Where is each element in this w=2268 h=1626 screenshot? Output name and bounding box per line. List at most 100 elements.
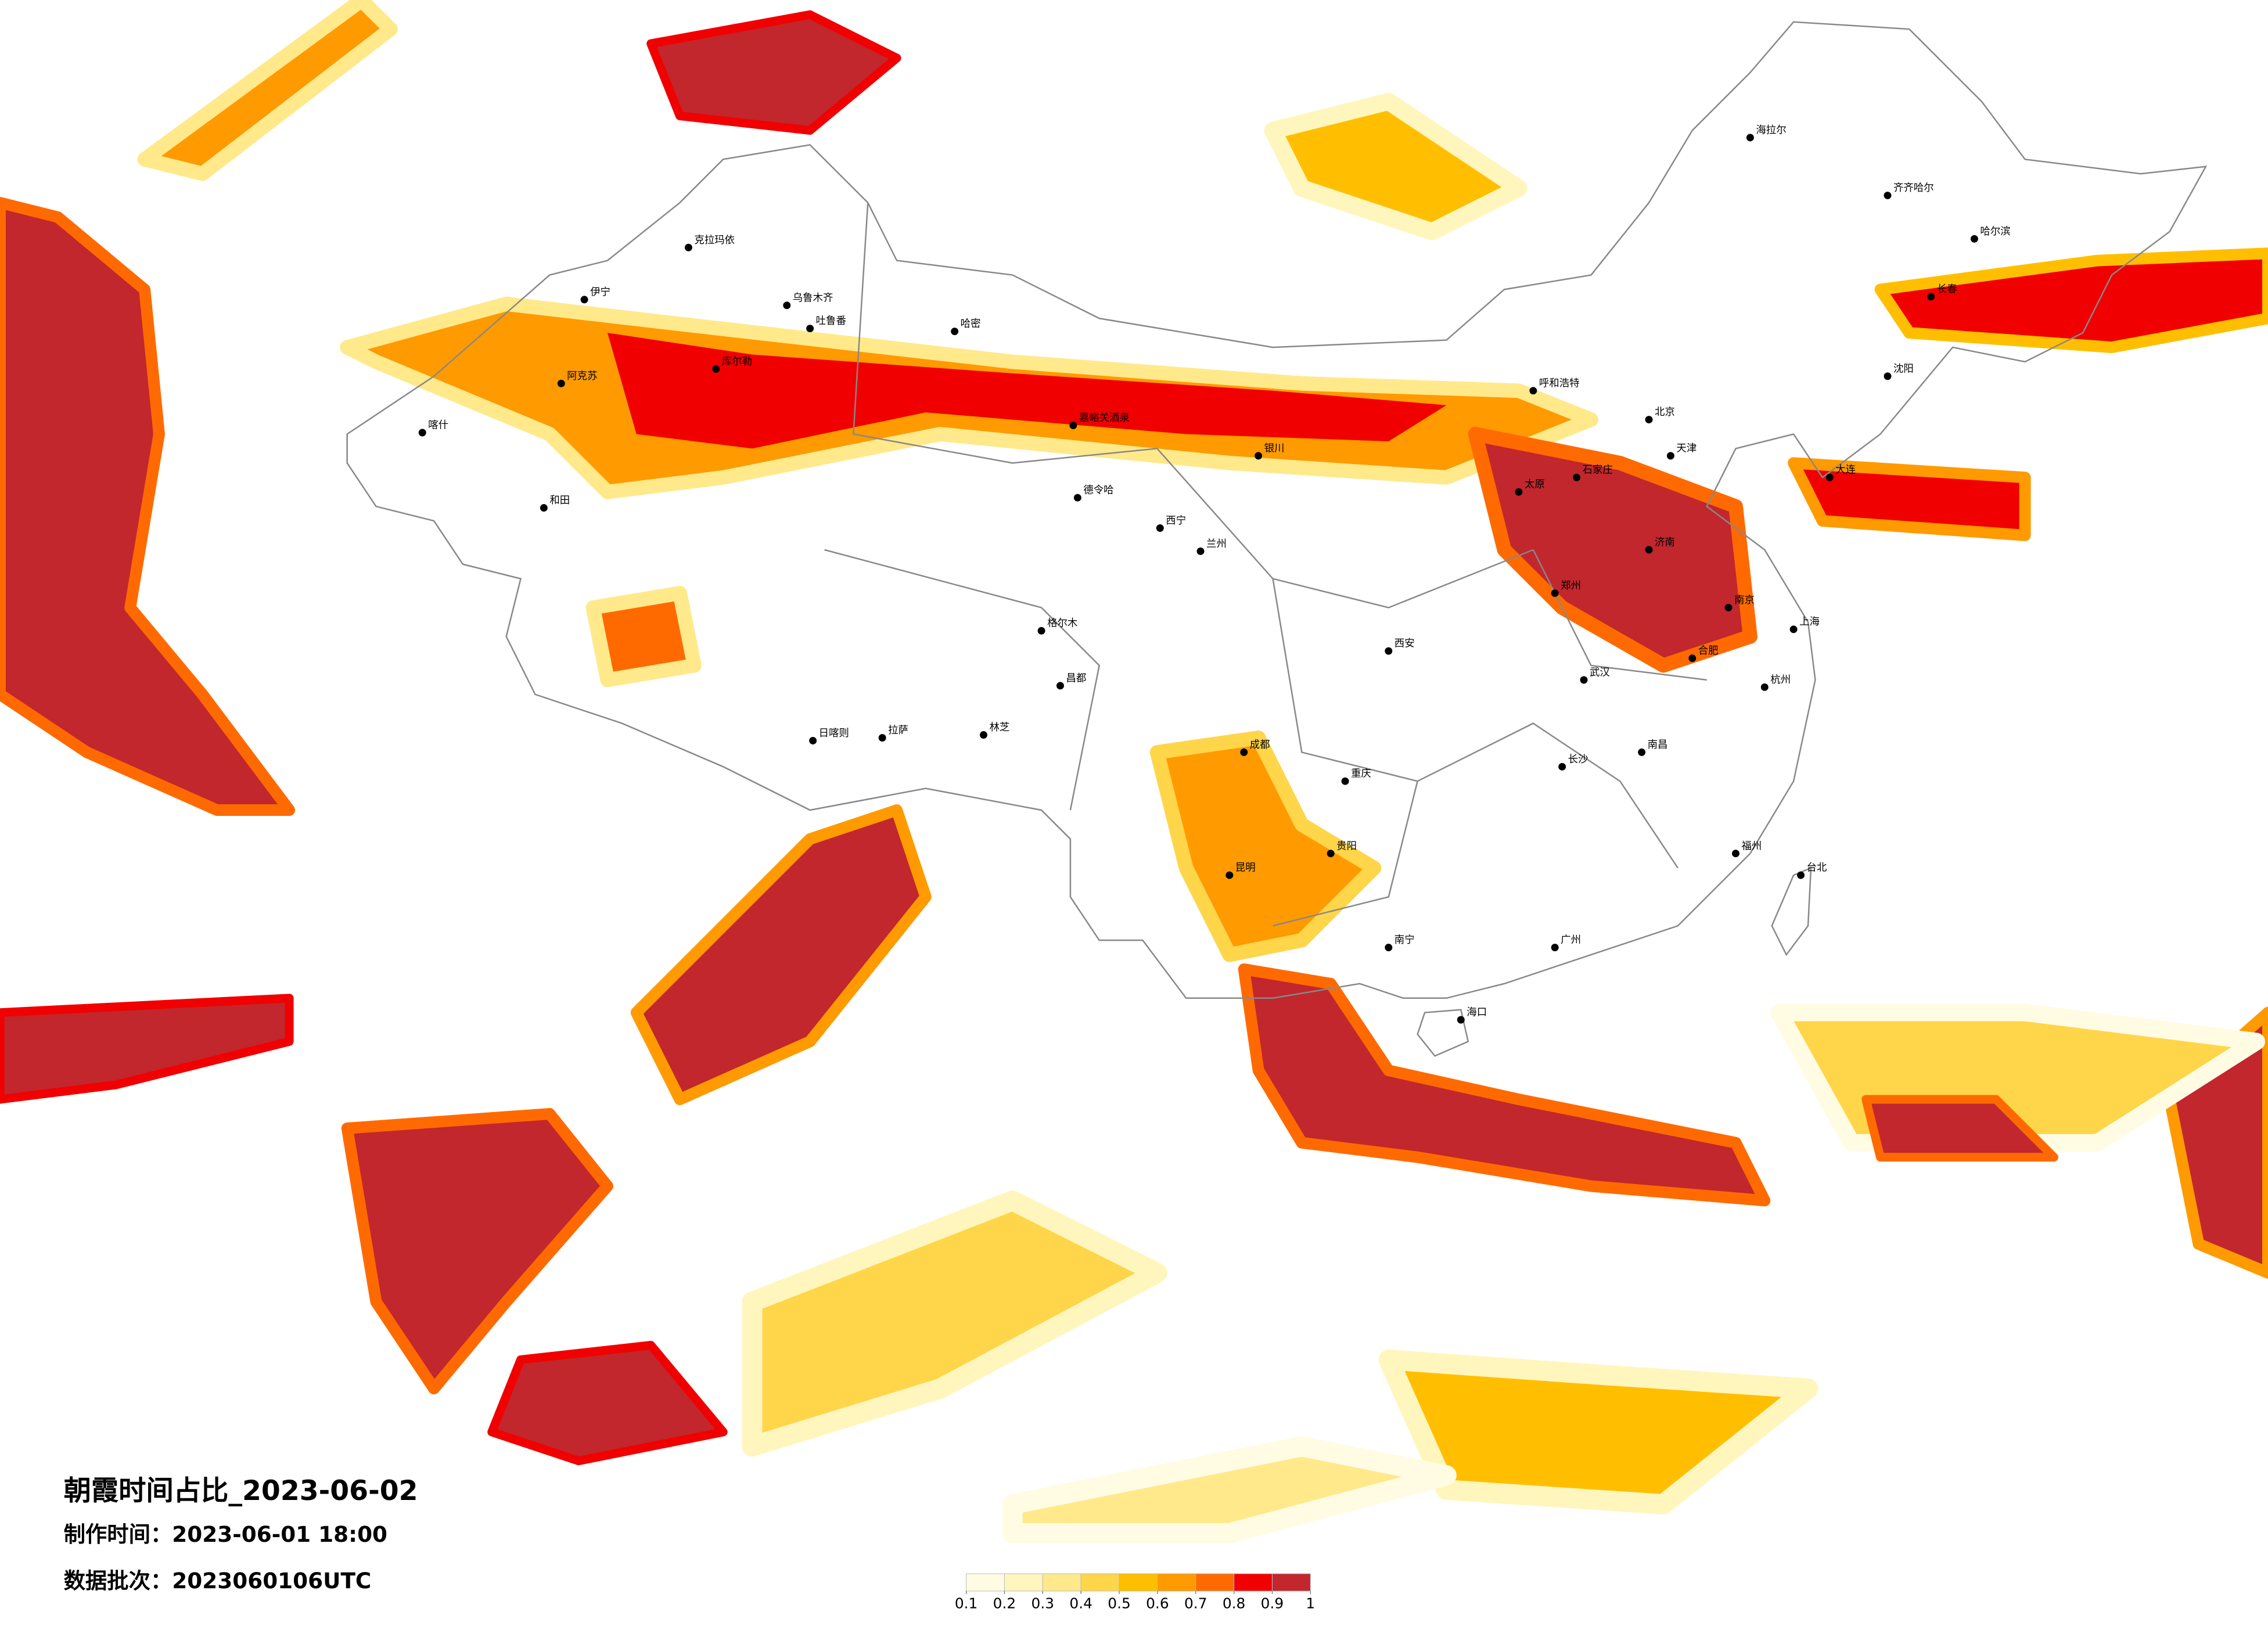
city-dot <box>1645 546 1653 554</box>
heat-area <box>1002 1436 1457 1544</box>
data-batch: 数据批次：2023060106UTC <box>64 1568 372 1593</box>
city-label: 林芝 <box>989 722 1009 733</box>
city-dot <box>1645 416 1653 424</box>
city-label: 合肥 <box>1698 645 1719 657</box>
boundaries <box>346 21 2208 1057</box>
city-dot <box>1580 676 1588 684</box>
city-label: 海口 <box>1467 1007 1487 1019</box>
city-label: 吐鲁番 <box>816 315 846 327</box>
heat-area <box>1788 457 2031 541</box>
city-label: 库尔勒 <box>722 356 752 368</box>
heat-area <box>630 804 932 1106</box>
city-dot <box>1760 683 1769 691</box>
city-dot <box>1073 494 1081 502</box>
city-label: 上海 <box>1799 616 1820 628</box>
country-border <box>346 21 2208 999</box>
heat-area <box>607 333 1447 449</box>
city-dot <box>1385 647 1393 655</box>
city-label: 银川 <box>1264 443 1285 454</box>
city-label: 南宁 <box>1394 934 1415 946</box>
city-dot <box>980 731 987 739</box>
legend-tick-label: 0.9 <box>1261 1595 1284 1612</box>
city-dot <box>1884 372 1892 380</box>
city-dot <box>1825 473 1834 481</box>
city-dot <box>951 328 959 336</box>
legend-swatch <box>1271 1573 1311 1592</box>
city-dot <box>783 301 791 310</box>
city-label: 拉萨 <box>888 725 908 736</box>
city-dot <box>1196 547 1205 555</box>
legend-tick-label: 0.6 <box>1146 1595 1169 1612</box>
city-label: 海拉尔 <box>1756 124 1786 136</box>
city-label: 长春 <box>1937 283 1957 295</box>
city-dot <box>712 365 720 373</box>
legend-tick-label: 0.5 <box>1108 1595 1131 1612</box>
legend-swatch <box>1234 1573 1273 1592</box>
city-label: 德令哈 <box>1083 485 1113 497</box>
city-dot <box>1970 235 1978 243</box>
heat-area <box>742 1190 1167 1457</box>
city-dot <box>1732 850 1739 858</box>
city-dot <box>1341 777 1349 785</box>
city-dot <box>1724 603 1733 611</box>
city-label: 沈阳 <box>1893 363 1914 375</box>
city-label: 成都 <box>1250 739 1270 751</box>
city-label: 台北 <box>1807 862 1827 874</box>
production-time: 制作时间：2023-06-01 18:00 <box>64 1521 387 1547</box>
city-label: 嘉峪关酒泉 <box>1079 412 1130 424</box>
legend-swatch <box>1042 1573 1081 1592</box>
city-label: 哈密 <box>961 318 981 330</box>
city-dot <box>1666 452 1674 460</box>
city-label: 石家庄 <box>1583 465 1613 476</box>
heat-area <box>1861 1095 2058 1162</box>
city-label: 福州 <box>1741 840 1762 852</box>
city-label: 阿克苏 <box>567 370 597 382</box>
map-title: 朝霞时间占比_2023-06-02 <box>64 1475 418 1507</box>
legend-swatch <box>1080 1573 1120 1592</box>
city-label: 兰州 <box>1206 538 1227 550</box>
legend-tick-label: 0.8 <box>1223 1595 1246 1612</box>
city-dot <box>557 379 565 387</box>
city-label: 广州 <box>1561 934 1581 946</box>
city-label: 哈尔滨 <box>1980 226 2010 238</box>
city-dot <box>878 734 886 742</box>
heat-field <box>0 0 2268 1544</box>
city-label: 武汉 <box>1590 667 1610 678</box>
city-dot <box>1156 524 1164 532</box>
legend-swatch <box>1119 1573 1158 1592</box>
legend-tick-label: 0.4 <box>1069 1595 1092 1612</box>
city-dot <box>1551 589 1559 597</box>
city-dot <box>1069 422 1077 430</box>
city-label: 喀什 <box>428 420 448 431</box>
city-label: 格尔木 <box>1047 618 1077 629</box>
city-dot <box>1551 944 1559 952</box>
legend-tick-label: 0.3 <box>1031 1595 1055 1612</box>
city-dot <box>1056 682 1064 690</box>
city-label: 乌鲁木齐 <box>793 292 833 304</box>
city-dot <box>540 504 548 512</box>
city-dot <box>1037 627 1045 635</box>
city-label: 长沙 <box>1568 754 1588 765</box>
heat-area <box>341 1108 613 1395</box>
city-label: 昌都 <box>1066 672 1086 684</box>
city-dot <box>1529 387 1537 395</box>
city-label: 贵阳 <box>1336 840 1357 852</box>
city-dot <box>1327 850 1335 858</box>
legend-swatch <box>1004 1573 1043 1592</box>
city-dot <box>809 737 817 744</box>
heat-area <box>1238 963 1771 1207</box>
city-label: 齐齐哈尔 <box>1893 182 1934 194</box>
legend-swatch <box>1157 1573 1196 1592</box>
city-dot <box>580 296 588 304</box>
province-border <box>824 202 1707 927</box>
city-label: 重庆 <box>1351 768 1371 780</box>
city-dot <box>1688 654 1696 662</box>
heat-area <box>137 0 398 181</box>
city-dot <box>1927 293 1935 301</box>
city-label: 南京 <box>1734 595 1755 606</box>
city-label: 伊宁 <box>590 286 610 298</box>
legend: 0.1 0.2 0.3 0.4 0.5 0.6 0.7 0.8 0.9 1 <box>955 1573 1315 1612</box>
